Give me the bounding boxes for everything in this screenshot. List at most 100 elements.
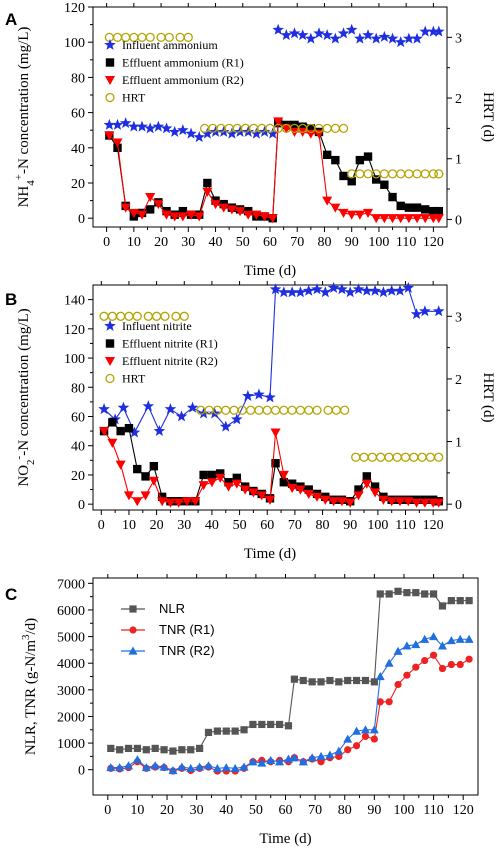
data-point xyxy=(206,478,217,488)
data-point xyxy=(195,762,205,771)
data-point xyxy=(321,29,333,41)
data-point xyxy=(393,646,403,655)
data-point xyxy=(378,495,389,505)
data-point xyxy=(295,485,306,495)
y-tick-label: 80 xyxy=(71,71,85,86)
x-tick-label: 70 xyxy=(288,518,302,533)
data-point xyxy=(362,208,374,218)
data-point xyxy=(99,311,109,321)
data-point xyxy=(395,214,406,224)
legend-label: Effluent nitrite (R2) xyxy=(122,354,218,368)
data-point xyxy=(128,426,141,438)
data-point xyxy=(438,602,447,610)
data-point xyxy=(370,678,378,686)
data-point xyxy=(264,495,276,505)
data-point xyxy=(404,169,414,179)
x-tick-label: 10 xyxy=(122,518,136,533)
data-point xyxy=(434,169,444,179)
data-point xyxy=(212,763,222,772)
series-effluent-ammonium-r2 xyxy=(104,117,444,224)
data-point xyxy=(177,212,188,222)
series-effluent-nitrite-r1 xyxy=(99,418,443,506)
panel-letter: C xyxy=(5,585,17,604)
x-axis-title: Time (d) xyxy=(244,263,296,279)
data-point xyxy=(311,283,323,295)
data-point xyxy=(288,27,301,39)
data-point xyxy=(128,208,139,218)
y-tick-label: 120 xyxy=(64,323,85,338)
legend-label: NLR xyxy=(159,601,185,616)
data-point xyxy=(319,286,332,298)
data-point xyxy=(194,212,205,222)
data-point xyxy=(132,755,142,764)
data-point xyxy=(229,405,239,415)
x-tick-label: 30 xyxy=(190,803,204,818)
data-point xyxy=(204,761,213,770)
data-point xyxy=(371,214,382,224)
y-axis-title: NH4+-N concentration (mg/L) xyxy=(13,27,37,208)
x-tick-label: 10 xyxy=(130,803,144,818)
legend-marker xyxy=(105,373,115,384)
y-tick-label: 60 xyxy=(71,107,85,122)
x-tick-label: 40 xyxy=(205,518,219,533)
data-point xyxy=(352,283,365,295)
data-point xyxy=(433,25,445,37)
data-point xyxy=(215,473,226,483)
data-point xyxy=(193,131,205,143)
data-point xyxy=(352,676,361,685)
data-point xyxy=(465,655,473,663)
x-tick-label: 50 xyxy=(249,803,263,818)
x-tick-label: 120 xyxy=(423,518,444,533)
data-point xyxy=(235,207,246,217)
legend-label: Influent ammonium xyxy=(122,38,218,52)
data-point xyxy=(270,428,281,438)
data-point xyxy=(433,498,444,508)
data-point xyxy=(145,205,155,214)
data-point xyxy=(266,127,279,139)
data-point xyxy=(402,641,412,650)
data-point xyxy=(432,305,445,317)
x-tick-label: 120 xyxy=(423,235,444,250)
data-point xyxy=(210,200,221,210)
data-point xyxy=(370,488,381,498)
data-point xyxy=(392,452,402,462)
data-point xyxy=(316,751,326,760)
data-point xyxy=(412,214,423,224)
data-point xyxy=(294,286,307,298)
data-point xyxy=(370,32,382,44)
series-effluent-nitrite-r2 xyxy=(99,427,444,508)
data-point xyxy=(334,746,344,755)
y-tick-label: 4000 xyxy=(57,657,85,672)
data-point xyxy=(199,470,208,480)
data-point xyxy=(429,590,438,598)
data-point xyxy=(157,497,168,507)
legend-label: Effluent ammonium (R1) xyxy=(122,56,244,70)
data-point xyxy=(320,495,331,505)
data-point xyxy=(447,660,455,669)
data-point xyxy=(287,405,297,415)
data-point xyxy=(329,32,342,44)
data-point xyxy=(279,478,289,487)
data-point xyxy=(369,284,381,296)
data-point xyxy=(112,32,123,42)
legend-marker xyxy=(105,92,115,103)
data-point xyxy=(226,127,238,139)
data-point xyxy=(385,590,393,598)
data-point xyxy=(132,311,142,321)
data-point xyxy=(275,757,285,766)
data-point xyxy=(304,485,313,494)
data-point xyxy=(144,122,156,134)
data-point xyxy=(113,143,122,152)
data-point xyxy=(336,283,348,295)
x-tick-label: 70 xyxy=(290,235,304,250)
series-hrt xyxy=(104,32,444,179)
data-point xyxy=(447,597,455,605)
data-point xyxy=(153,200,164,210)
data-point xyxy=(275,720,284,729)
data-point xyxy=(456,597,464,605)
x-tick-label: 30 xyxy=(181,235,195,250)
data-point xyxy=(411,32,423,44)
data-point xyxy=(117,401,130,413)
y-tick-label: 1000 xyxy=(57,737,85,752)
data-point xyxy=(249,720,257,729)
